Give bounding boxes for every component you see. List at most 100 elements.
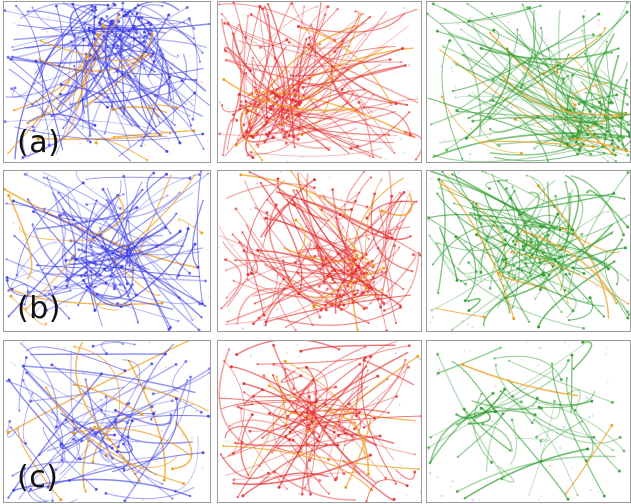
trajectory-endpoint <box>236 405 240 409</box>
trajectory-startpoint <box>121 73 124 76</box>
trajectory-line <box>225 59 397 105</box>
trajectory-startpoint <box>289 171 293 173</box>
trajectory-startpoint <box>606 160 610 162</box>
trajectory-endpoint <box>262 374 266 378</box>
trajectory-line <box>11 284 29 305</box>
trajectory-line <box>265 294 411 323</box>
trajectory-endpoint <box>365 205 369 209</box>
trajectory-endpoint <box>437 177 441 181</box>
trajectory-endpoint <box>310 421 314 424</box>
trajectory-line <box>297 90 357 148</box>
trajectory-endpoint <box>254 90 258 94</box>
trajectory-line <box>263 375 416 455</box>
trajectory-line <box>271 424 346 454</box>
trajectory-startpoint <box>171 497 174 500</box>
trajectory-line <box>104 20 141 128</box>
trajectory-endpoint <box>479 406 483 410</box>
trajectory-line <box>291 33 366 111</box>
trajectory-startpoint <box>496 260 499 263</box>
trajectory-endpoint <box>537 325 540 329</box>
trajectory-endpoint <box>582 271 586 275</box>
trajectory-startpoint <box>380 288 383 291</box>
trajectory-startpoint <box>98 226 102 230</box>
trajectory-endpoint <box>135 205 139 209</box>
trajectory-endpoint <box>96 33 100 37</box>
trajectory-line <box>27 198 107 284</box>
trajectory-line <box>436 30 629 90</box>
trajectory-line <box>297 172 367 286</box>
trajectory-endpoint <box>273 470 277 474</box>
trajectory-line <box>366 479 408 502</box>
trajectory-endpoint <box>511 239 515 243</box>
background-point <box>451 480 454 483</box>
trajectory-endpoint <box>517 233 520 237</box>
trajectory-endpoint <box>554 194 558 198</box>
background-point <box>255 4 258 7</box>
trajectory-line <box>6 279 72 298</box>
trajectory-line <box>218 3 336 41</box>
trajectory-endpoint <box>266 134 270 138</box>
trajectory-endpoint <box>337 433 340 437</box>
trajectory-line <box>535 142 616 156</box>
background-point <box>256 185 259 187</box>
trajectory-line <box>552 127 605 157</box>
trajectory-line <box>498 258 528 273</box>
background-point <box>161 429 164 433</box>
trajectory-startpoint <box>315 245 318 248</box>
trajectory-startpoint <box>186 379 189 382</box>
background-point <box>186 298 189 301</box>
trajectory-startpoint <box>623 197 626 200</box>
background-point <box>435 289 438 292</box>
trajectory-line <box>37 134 162 140</box>
trajectory-line <box>50 26 118 117</box>
trajectory-startpoint <box>161 482 164 486</box>
trajectory-endpoint <box>399 305 402 309</box>
trajectory-line <box>112 129 195 138</box>
trajectory-line <box>260 182 303 295</box>
trajectory-endpoint <box>125 251 129 255</box>
trajectory-startpoint <box>264 323 267 327</box>
background-point <box>135 104 137 107</box>
trajectory-line <box>251 54 269 137</box>
trajectory-line <box>61 247 98 277</box>
trajectory-plot <box>4 341 210 502</box>
trajectory-startpoint <box>273 56 276 59</box>
trajectory-startpoint <box>402 287 405 291</box>
trajectory-endpoint <box>559 267 563 271</box>
trajectory-panel <box>217 340 422 503</box>
trajectory-line <box>44 282 121 296</box>
background-point <box>384 157 387 161</box>
trajectory-line <box>251 59 268 124</box>
background-point <box>127 54 130 57</box>
background-point <box>354 368 356 371</box>
trajectory-startpoint <box>81 98 84 101</box>
trajectory-line <box>308 36 396 154</box>
background-point <box>405 494 408 496</box>
trajectory-plot <box>4 171 210 331</box>
trajectory-endpoint <box>491 391 495 395</box>
trajectory-line <box>351 177 404 266</box>
trajectory-startpoint <box>624 93 627 97</box>
trajectory-endpoint <box>376 374 380 378</box>
background-point <box>343 32 345 35</box>
trajectory-endpoint <box>617 139 621 143</box>
trajectory-endpoint <box>60 458 64 462</box>
trajectory-line <box>331 188 354 269</box>
background-point <box>449 485 452 488</box>
trajectory-line <box>65 212 178 262</box>
trajectory-line <box>296 5 305 110</box>
trajectory-line <box>278 363 361 439</box>
trajectory-startpoint <box>564 180 567 184</box>
trajectory-endpoint <box>265 211 269 215</box>
trajectory-startpoint <box>266 13 269 17</box>
trajectory-startpoint <box>31 392 34 395</box>
trajectory-line <box>363 363 409 428</box>
trajectory-startpoint <box>459 28 463 31</box>
trajectory-line <box>236 108 247 140</box>
trajectory-endpoint <box>615 93 619 97</box>
trajectory-startpoint <box>567 319 571 322</box>
trajectory-line <box>619 117 630 150</box>
trajectory-line <box>94 37 177 135</box>
trajectory-line <box>340 249 364 272</box>
trajectory-endpoint <box>242 382 246 386</box>
